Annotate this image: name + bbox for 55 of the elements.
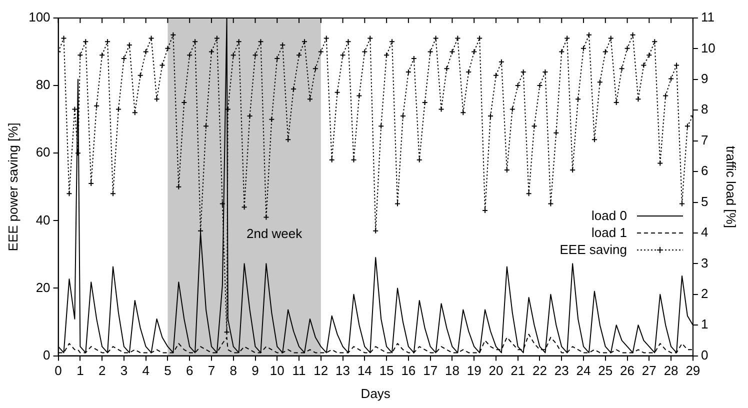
y-tick-label: 100 — [28, 10, 50, 25]
y2-tick-label: 0 — [700, 347, 708, 362]
y2-tick-label: 2 — [700, 286, 708, 301]
x-tick-label: 12 — [314, 363, 328, 378]
y2-tick-label: 10 — [700, 40, 716, 56]
band-label: 2nd week — [246, 226, 303, 241]
x-tick-label: 6 — [186, 363, 194, 378]
x-tick-label: 8 — [230, 363, 237, 378]
x-tick-label: 9 — [252, 363, 259, 378]
y-tick-label: 60 — [36, 144, 50, 160]
y2-tick-label: 4 — [700, 224, 708, 240]
y-tick-label: 40 — [36, 212, 50, 228]
y-tick-label: 0 — [43, 347, 50, 362]
legend-label: EEE saving — [560, 241, 627, 258]
y2-tick-label: 3 — [700, 255, 708, 270]
x-tick-label: 5 — [164, 363, 172, 378]
y2-tick-label: 6 — [700, 163, 708, 178]
x-tick-label: 25 — [598, 363, 613, 378]
y2-axis-title: traffic load [%] — [724, 146, 739, 228]
x-tick-label: 11 — [292, 363, 306, 378]
y2-tick-label: 9 — [700, 70, 708, 86]
x-tick-label: 24 — [576, 363, 591, 378]
x-tick-label: 19 — [466, 363, 482, 378]
x-tick-label: 4 — [142, 363, 150, 378]
x-tick-label: 17 — [423, 363, 438, 378]
y2-tick-label: 8 — [700, 102, 708, 117]
x-tick-label: 29 — [686, 363, 700, 378]
x-tick-label: 1 — [76, 363, 84, 378]
x-tick-label: 27 — [642, 363, 656, 378]
x-tick-label: 0 — [54, 363, 62, 378]
y-tick-label: 20 — [36, 280, 50, 295]
x-tick-label: 2 — [98, 363, 106, 378]
x-tick-label: 13 — [336, 363, 350, 378]
y-axis-title: EEE power saving [%] — [5, 122, 20, 252]
x-tick-label: 15 — [379, 363, 394, 378]
y2-tick-label: 11 — [700, 10, 714, 25]
x-tick-label: 10 — [270, 363, 284, 378]
x-tick-label: 21 — [510, 363, 526, 378]
legend-label: load 0 — [592, 207, 627, 224]
x-tick-label: 26 — [620, 363, 635, 378]
y2-tick-label: 1 — [700, 316, 708, 332]
x-tick-label: 7 — [208, 363, 216, 378]
x-tick-label: 22 — [532, 363, 547, 378]
x-tick-label: 3 — [120, 363, 128, 378]
x-tick-label: 14 — [357, 363, 372, 378]
x-tick-label: 18 — [444, 363, 460, 378]
x-axis-title: Days — [360, 386, 391, 401]
x-tick-label: 16 — [401, 363, 416, 378]
y-tick-label: 80 — [36, 77, 50, 92]
x-tick-label: 28 — [664, 363, 678, 378]
x-tick-label: 20 — [488, 363, 504, 378]
y2-tick-label: 5 — [700, 194, 708, 209]
legend-label: load 1 — [592, 224, 627, 242]
y2-tick-label: 7 — [700, 132, 708, 148]
x-tick-label: 23 — [554, 363, 569, 378]
